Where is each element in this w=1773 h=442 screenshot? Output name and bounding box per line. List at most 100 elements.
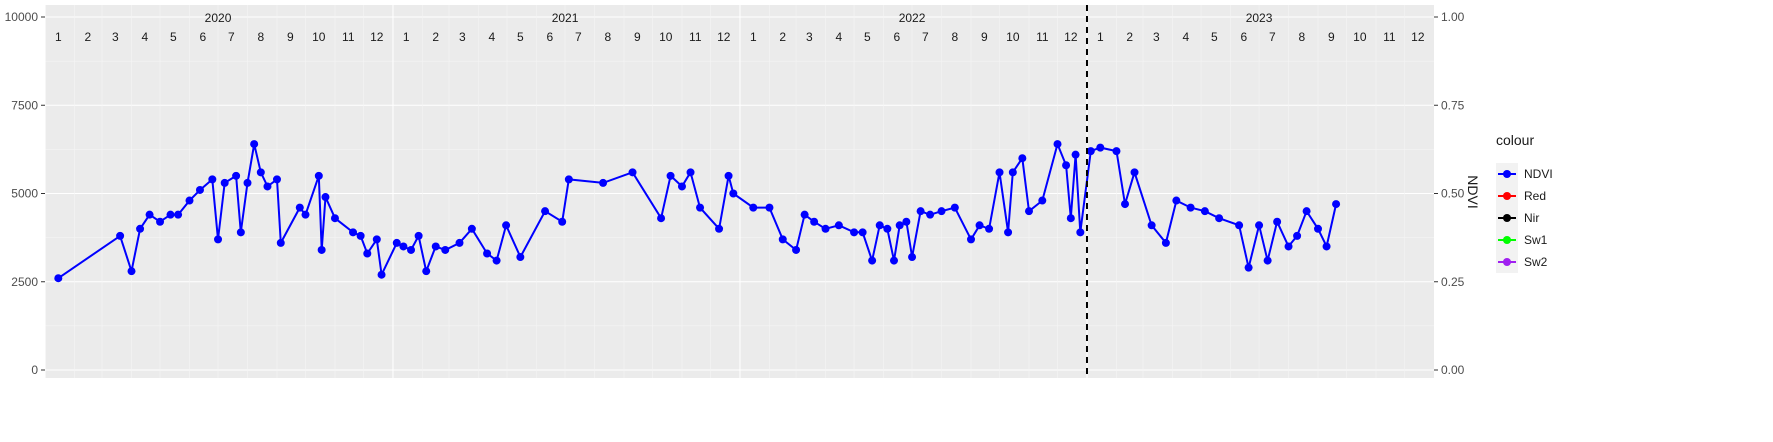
month-label: 9 bbox=[981, 30, 988, 44]
data-point-ndvi bbox=[441, 245, 450, 254]
data-point-ndvi bbox=[628, 168, 637, 177]
data-point-ndvi bbox=[729, 189, 738, 198]
data-point-ndvi bbox=[1096, 143, 1105, 152]
month-label: 12 bbox=[1411, 30, 1425, 44]
month-label: 3 bbox=[806, 30, 813, 44]
data-point-ndvi bbox=[1086, 147, 1095, 156]
month-label: 2 bbox=[1126, 30, 1133, 44]
legend-title: colour bbox=[1496, 132, 1534, 148]
data-point-ndvi bbox=[1284, 242, 1293, 251]
month-label: 10 bbox=[659, 30, 673, 44]
data-point-ndvi bbox=[715, 224, 724, 233]
data-point-ndvi bbox=[1255, 221, 1264, 230]
data-point-ndvi bbox=[483, 249, 492, 258]
month-label: 1 bbox=[1097, 30, 1104, 44]
data-point-ndvi bbox=[1172, 196, 1181, 205]
month-label: 7 bbox=[575, 30, 582, 44]
data-point-ndvi bbox=[330, 214, 339, 223]
legend-key-point bbox=[1503, 192, 1511, 200]
data-point-ndvi bbox=[314, 171, 323, 180]
data-point-ndvi bbox=[792, 245, 801, 254]
data-point-ndvi bbox=[272, 175, 281, 184]
y-tick-label: 2500 bbox=[11, 275, 38, 289]
data-point-ndvi bbox=[1244, 263, 1253, 272]
month-label: 7 bbox=[922, 30, 929, 44]
legend-label: Sw1 bbox=[1524, 233, 1548, 247]
data-point-ndvi bbox=[414, 231, 423, 240]
data-point-ndvi bbox=[1008, 168, 1017, 177]
series-layer bbox=[54, 140, 1341, 283]
data-point-ndvi bbox=[1314, 224, 1323, 233]
y-tick-label: 7500 bbox=[11, 98, 38, 112]
data-point-ndvi bbox=[136, 224, 145, 233]
data-point-ndvi bbox=[834, 221, 843, 230]
data-point-ndvi bbox=[1302, 207, 1311, 216]
data-point-ndvi bbox=[937, 207, 946, 216]
month-label: 8 bbox=[1299, 30, 1306, 44]
data-point-ndvi bbox=[895, 221, 904, 230]
month-label: 5 bbox=[864, 30, 871, 44]
data-point-ndvi bbox=[666, 171, 675, 180]
data-point-ndvi bbox=[301, 210, 310, 219]
data-point-ndvi bbox=[657, 214, 666, 223]
data-point-ndvi bbox=[1121, 200, 1130, 209]
month-label: 11 bbox=[1036, 30, 1049, 44]
data-point-ndvi bbox=[1038, 196, 1047, 205]
month-label: 5 bbox=[517, 30, 524, 44]
data-point-ndvi bbox=[431, 242, 440, 251]
data-point-ndvi bbox=[1273, 217, 1282, 226]
y-axis-right: 0.00 0.25 0.50 0.75 1.00 bbox=[1434, 10, 1465, 377]
data-point-ndvi bbox=[232, 171, 241, 180]
data-point-ndvi bbox=[399, 242, 408, 251]
month-label: 5 bbox=[170, 30, 177, 44]
month-label: 1 bbox=[403, 30, 410, 44]
y-axis-left: 0 2500 5000 7500 10000 bbox=[5, 10, 45, 377]
data-point-ndvi bbox=[127, 267, 136, 276]
month-label: 8 bbox=[257, 30, 264, 44]
y2-tick-label: 0.25 bbox=[1441, 275, 1465, 289]
month-label: 12 bbox=[370, 30, 384, 44]
data-point-ndvi bbox=[1130, 168, 1139, 177]
data-point-ndvi bbox=[392, 238, 401, 247]
month-label: 6 bbox=[1241, 30, 1248, 44]
data-point-ndvi bbox=[1066, 214, 1075, 223]
data-point-ndvi bbox=[1112, 147, 1121, 156]
legend-key-point bbox=[1503, 214, 1511, 222]
data-point-ndvi bbox=[1024, 207, 1033, 216]
data-point-ndvi bbox=[236, 228, 245, 237]
data-point-ndvi bbox=[967, 235, 975, 244]
data-point-ndvi bbox=[883, 224, 892, 233]
data-point-ndvi bbox=[356, 231, 365, 240]
month-label: 7 bbox=[228, 30, 235, 44]
data-point-ndvi bbox=[145, 210, 154, 219]
data-point-ndvi bbox=[724, 171, 733, 180]
y2-tick-label: 0.50 bbox=[1441, 187, 1465, 201]
data-point-ndvi bbox=[1062, 161, 1071, 170]
legend-label: Nir bbox=[1524, 211, 1539, 225]
data-point-ndvi bbox=[868, 256, 877, 265]
month-label: 2 bbox=[432, 30, 439, 44]
data-point-ndvi bbox=[1186, 203, 1195, 212]
data-point-ndvi bbox=[1004, 228, 1013, 237]
month-label: 2 bbox=[84, 30, 91, 44]
data-point-ndvi bbox=[166, 210, 175, 219]
data-point-ndvi bbox=[276, 238, 285, 247]
year-label: 2020 bbox=[205, 11, 232, 25]
data-point-ndvi bbox=[558, 217, 567, 226]
legend-key-point bbox=[1503, 258, 1511, 266]
data-point-ndvi bbox=[214, 235, 223, 244]
data-point-ndvi bbox=[349, 228, 358, 237]
month-label: 6 bbox=[546, 30, 553, 44]
legend-label: NDVI bbox=[1524, 167, 1553, 181]
data-point-ndvi bbox=[372, 235, 381, 244]
y2-tick-label: 0.75 bbox=[1441, 98, 1465, 112]
data-point-ndvi bbox=[263, 182, 272, 191]
month-labels: 1 2 3 4 5 6 7 8 9 10 11 12 1 2 3 4 5 6 7 8 9 10 11 12 1 2 3 4 5 6 7 8 9 1… bbox=[55, 30, 1425, 44]
data-point-ndvi bbox=[1263, 256, 1272, 265]
data-point-ndvi bbox=[800, 210, 809, 219]
data-point-ndvi bbox=[54, 274, 63, 283]
data-point-ndvi bbox=[975, 221, 984, 230]
data-point-ndvi bbox=[377, 270, 386, 279]
data-point-ndvi bbox=[1018, 154, 1027, 163]
